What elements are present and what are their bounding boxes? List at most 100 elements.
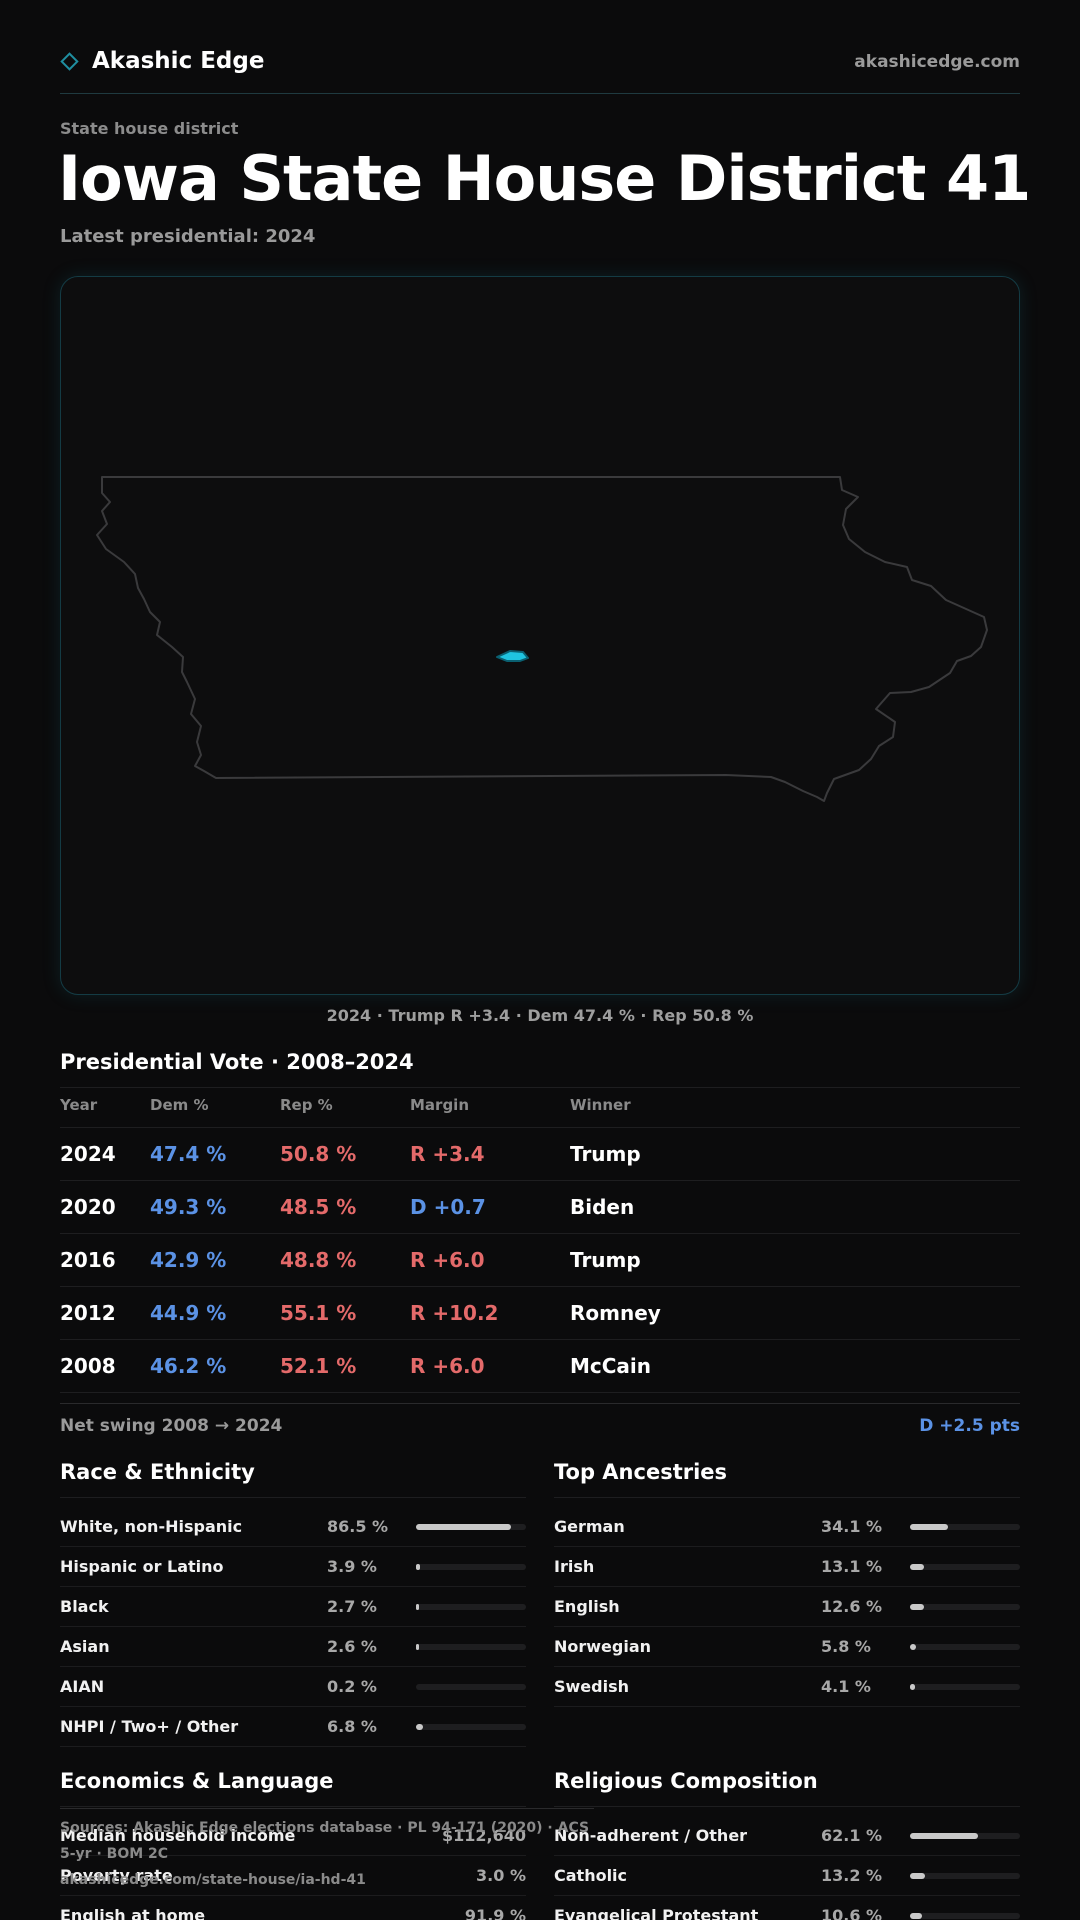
- col-header-year: Year: [60, 1096, 98, 1114]
- stat-value: $112,640: [441, 1826, 526, 1845]
- stat-bar-track: [910, 1913, 1020, 1919]
- cell-rep: 50.8 %: [280, 1142, 357, 1166]
- stat-value: 3.0 %: [476, 1866, 526, 1885]
- stat-label: Poverty rate: [60, 1866, 173, 1885]
- stat-bar-track: [416, 1524, 526, 1530]
- list-item: Hispanic or Latino 3.9 %: [60, 1547, 526, 1587]
- list-item: NHPI / Two+ / Other 6.8 %: [60, 1707, 526, 1747]
- cell-dem: 44.9 %: [150, 1301, 227, 1325]
- stat-label: NHPI / Two+ / Other: [60, 1717, 239, 1736]
- stat-label: Non-adherent / Other: [554, 1826, 748, 1845]
- cell-dem: 47.4 %: [150, 1142, 227, 1166]
- cell-dem: 46.2 %: [150, 1354, 227, 1378]
- table-row: 2008 46.2 % 52.1 % R +6.0 McCain: [60, 1340, 1020, 1393]
- site-domain-link[interactable]: akashicedge.com: [854, 52, 1020, 72]
- footer-sources: Sources: Akashic Edge elections database…: [60, 1820, 590, 1862]
- cell-margin: D +0.7: [410, 1195, 486, 1219]
- table-row: 2020 49.3 % 48.5 % D +0.7 Biden: [60, 1181, 1020, 1234]
- footer-url[interactable]: akashicedge.com/state-house/ia-hd-41: [60, 1872, 366, 1888]
- stat-value: 10.6 %: [821, 1906, 883, 1920]
- stat-bar-track: [910, 1873, 1020, 1879]
- cell-rep: 48.8 %: [280, 1248, 357, 1272]
- list-item: Asian 2.6 %: [60, 1627, 526, 1667]
- stat-label: Hispanic or Latino: [60, 1557, 224, 1576]
- list-item: German 34.1 %: [554, 1507, 1020, 1547]
- cell-year: 2020: [60, 1195, 116, 1219]
- district-41-shape[interactable]: [496, 650, 529, 662]
- ancestry-title: Top Ancestries: [554, 1460, 728, 1484]
- district-map[interactable]: [60, 276, 1020, 995]
- list-item: English 12.6 %: [554, 1587, 1020, 1627]
- economics-title: Economics & Language: [60, 1769, 334, 1793]
- stat-value: 2.6 %: [327, 1637, 377, 1656]
- site-header: Akashic Edge akashicedge.com: [60, 48, 1020, 94]
- list-item: Median household income $112,640: [60, 1816, 526, 1856]
- stat-label: Evangelical Protestant: [554, 1906, 759, 1920]
- stat-bar-fill: [416, 1644, 420, 1650]
- cell-margin: R +6.0: [410, 1248, 485, 1272]
- stat-bar-track: [910, 1833, 1020, 1839]
- stat-label: German: [554, 1517, 625, 1536]
- stat-bar-track: [910, 1684, 1020, 1690]
- stat-bar-fill: [910, 1873, 925, 1879]
- religion-title: Religious Composition: [554, 1769, 818, 1793]
- section-divider: [60, 1497, 526, 1498]
- stat-bar-track: [416, 1564, 526, 1570]
- col-header-winner: Winner: [570, 1096, 631, 1114]
- page-eyebrow: State house district: [60, 119, 239, 138]
- stat-value: 3.9 %: [327, 1557, 377, 1576]
- list-item: Non-adherent / Other 62.1 %: [554, 1816, 1020, 1856]
- stat-value: 5.8 %: [821, 1637, 871, 1656]
- list-item: White, non-Hispanic 86.5 %: [60, 1507, 526, 1547]
- page-subtitle: Latest presidential: 2024: [60, 226, 316, 247]
- cell-winner: Trump: [570, 1142, 641, 1166]
- stat-value: 34.1 %: [821, 1517, 883, 1536]
- section-divider: [554, 1497, 1020, 1498]
- stat-label: Median household income: [60, 1826, 296, 1845]
- stat-bar-fill: [416, 1564, 421, 1570]
- map-svg: [96, 476, 988, 802]
- stat-value: 12.6 %: [821, 1597, 883, 1616]
- stat-bar-fill: [910, 1524, 948, 1530]
- stat-value: 2.7 %: [327, 1597, 377, 1616]
- page-title: Iowa State House District 41: [58, 142, 1031, 215]
- stat-value: 4.1 %: [821, 1677, 871, 1696]
- cell-margin: R +6.0: [410, 1354, 485, 1378]
- list-item: Norwegian 5.8 %: [554, 1627, 1020, 1667]
- net-swing: Net swing 2008 → 2024 D +2.5 pts: [60, 1403, 1020, 1443]
- list-item: Catholic 13.2 %: [554, 1856, 1020, 1896]
- stat-label: Asian: [60, 1637, 110, 1656]
- cell-year: 2012: [60, 1301, 116, 1325]
- stat-value: 13.2 %: [821, 1866, 883, 1885]
- stat-label: English at home: [60, 1906, 206, 1920]
- list-item: AIAN 0.2 %: [60, 1667, 526, 1707]
- cell-year: 2016: [60, 1248, 116, 1272]
- stat-bar-fill: [910, 1604, 924, 1610]
- cell-year: 2024: [60, 1142, 116, 1166]
- stat-label: White, non-Hispanic: [60, 1517, 243, 1536]
- stat-value: 13.1 %: [821, 1557, 883, 1576]
- stat-bar-track: [416, 1604, 526, 1610]
- cell-dem: 49.3 %: [150, 1195, 227, 1219]
- table-row: 2016 42.9 % 48.8 % R +6.0 Trump: [60, 1234, 1020, 1287]
- stat-label: Catholic: [554, 1866, 628, 1885]
- net-swing-value: D +2.5 pts: [919, 1416, 1020, 1436]
- cell-dem: 42.9 %: [150, 1248, 227, 1272]
- cell-year: 2008: [60, 1354, 116, 1378]
- brand[interactable]: Akashic Edge: [60, 48, 264, 74]
- cell-margin: R +3.4: [410, 1142, 485, 1166]
- cell-margin: R +10.2: [410, 1301, 499, 1325]
- table-row: 2024 47.4 % 50.8 % R +3.4 Trump: [60, 1128, 1020, 1181]
- list-item: Irish 13.1 %: [554, 1547, 1020, 1587]
- stat-label: Swedish: [554, 1677, 630, 1696]
- stat-bar-track: [910, 1644, 1020, 1650]
- stat-value: 91.9 %: [464, 1906, 526, 1920]
- page-footer: Sources: Akashic Edge elections database…: [60, 1808, 594, 1893]
- cell-winner: McCain: [570, 1354, 652, 1378]
- presidential-title: Presidential Vote · 2008–2024: [60, 1050, 414, 1074]
- list-item: Poverty rate 3.0 %: [60, 1856, 526, 1896]
- stat-bar-fill: [416, 1604, 420, 1610]
- list-item: English at home 91.9 %: [60, 1896, 526, 1920]
- stat-bar-track: [416, 1644, 526, 1650]
- cell-rep: 52.1 %: [280, 1354, 357, 1378]
